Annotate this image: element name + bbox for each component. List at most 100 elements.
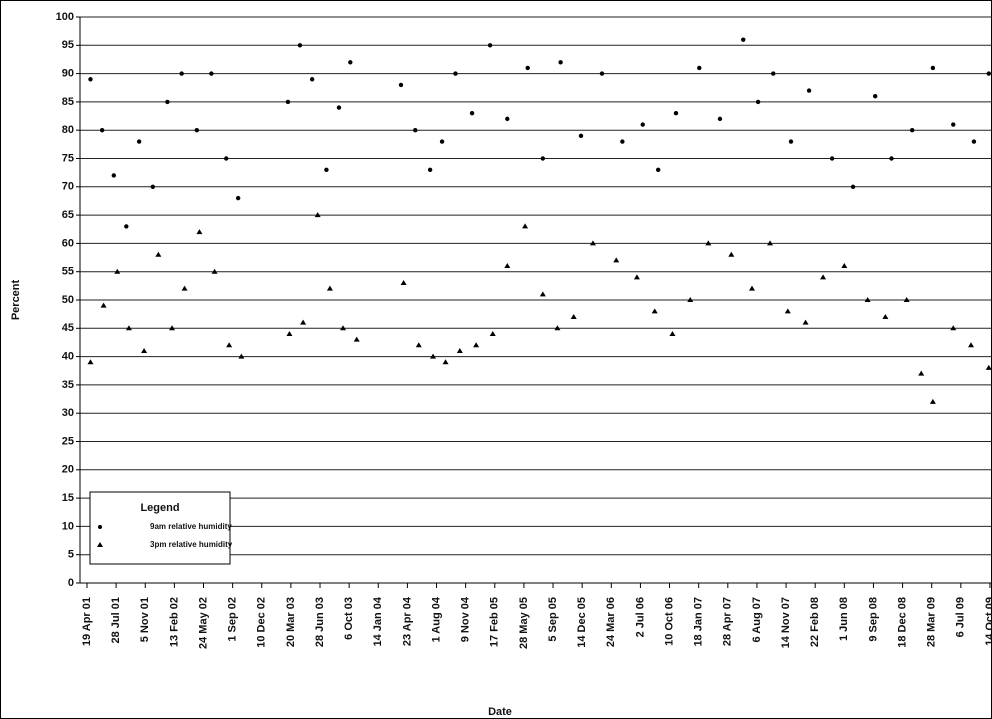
point (473, 342, 480, 348)
x-tick-label: 1 Aug 04 (430, 596, 442, 642)
legend-label: 9am relative humidity (150, 522, 232, 531)
point (589, 240, 596, 246)
point (620, 139, 625, 144)
point (309, 77, 315, 82)
y-tick-label: 50 (62, 294, 74, 306)
x-tick-label: 1 Sep 02 (227, 597, 239, 642)
y-tick-label: 40 (62, 351, 74, 363)
x-tick-label: 2 Jul 06 (634, 597, 646, 637)
point (882, 313, 889, 319)
point (841, 263, 848, 269)
point (326, 285, 333, 291)
y-tick-label: 65 (62, 209, 74, 221)
x-tick-label: 5 Sep 05 (547, 597, 559, 642)
point (286, 330, 293, 336)
y-tick-label: 5 (68, 549, 74, 561)
point (673, 111, 679, 116)
point (755, 99, 761, 105)
legend-marker (97, 542, 103, 547)
point (141, 347, 148, 353)
point (489, 330, 496, 336)
point (179, 71, 184, 76)
point (784, 308, 791, 314)
point (336, 105, 342, 110)
point (194, 128, 200, 133)
point (767, 240, 774, 246)
x-tick-label: 9 Nov 04 (460, 596, 472, 642)
y-tick-label: 75 (62, 152, 74, 164)
point (400, 280, 407, 286)
y-tick-label: 25 (62, 435, 74, 447)
x-tick-label: 6 Jul 09 (955, 597, 967, 637)
x-tick-label: 18 Dec 08 (896, 597, 908, 648)
point (540, 156, 546, 161)
point (802, 319, 809, 325)
point (929, 398, 936, 404)
point (314, 212, 321, 218)
point (669, 330, 676, 336)
point (415, 342, 422, 348)
point (348, 60, 353, 65)
point (522, 223, 529, 229)
point (806, 88, 812, 93)
point (238, 353, 245, 359)
y-tick-label: 90 (62, 68, 74, 80)
x-tick-label: 1 Jun 08 (838, 597, 850, 641)
point (985, 364, 992, 370)
y-tick-label: 0 (68, 577, 74, 589)
point (150, 184, 156, 189)
point (430, 353, 437, 359)
point (100, 302, 107, 308)
x-tick-label: 6 Oct 03 (343, 597, 355, 640)
x-tick-label: 20 Mar 03 (285, 597, 297, 647)
point (456, 347, 463, 353)
x-tick-label: 28 May 05 (518, 597, 530, 649)
x-tick-label: 14 Jan 04 (372, 596, 384, 646)
point (864, 297, 871, 302)
y-tick-label: 10 (62, 520, 74, 532)
y-tick-label: 20 (62, 464, 74, 476)
x-tick-label: 14 Nov 07 (780, 597, 792, 648)
point (209, 71, 214, 76)
x-tick-label: 22 Feb 08 (809, 597, 821, 647)
y-tick-label: 55 (62, 266, 74, 278)
point (655, 167, 661, 173)
legend-title: Legend (140, 502, 179, 514)
y-axis-label: Percent (10, 279, 22, 320)
point (950, 325, 957, 331)
point (453, 71, 458, 76)
point (124, 224, 129, 229)
point (169, 325, 176, 331)
point (224, 156, 229, 161)
y-tick-label: 45 (62, 322, 74, 334)
x-tick-label: 13 Feb 02 (168, 597, 180, 647)
point (889, 156, 894, 161)
point (439, 139, 445, 144)
point (554, 325, 561, 331)
point (504, 263, 511, 269)
point (324, 167, 329, 173)
point (558, 60, 563, 65)
x-tick-label: 17 Feb 05 (489, 597, 501, 647)
point (578, 133, 584, 139)
point (88, 77, 93, 82)
x-tick-label: 19 Apr 01 (81, 597, 93, 646)
point (297, 43, 303, 48)
point (771, 71, 776, 76)
x-tick-label: 9 Sep 08 (867, 597, 879, 642)
x-tick-label: 10 Oct 06 (663, 597, 675, 646)
point (505, 116, 510, 122)
x-tick-label: 14 Oct 09 (984, 597, 992, 646)
point (613, 257, 620, 263)
point (968, 342, 975, 348)
x-tick-label: 28 Apr 07 (722, 597, 734, 646)
x-tick-label: 23 Apr 04 (401, 596, 413, 646)
point (539, 291, 546, 297)
point (87, 359, 94, 365)
point (728, 251, 735, 257)
point (971, 139, 977, 144)
point (165, 99, 170, 105)
point (687, 297, 694, 302)
point (909, 128, 915, 133)
